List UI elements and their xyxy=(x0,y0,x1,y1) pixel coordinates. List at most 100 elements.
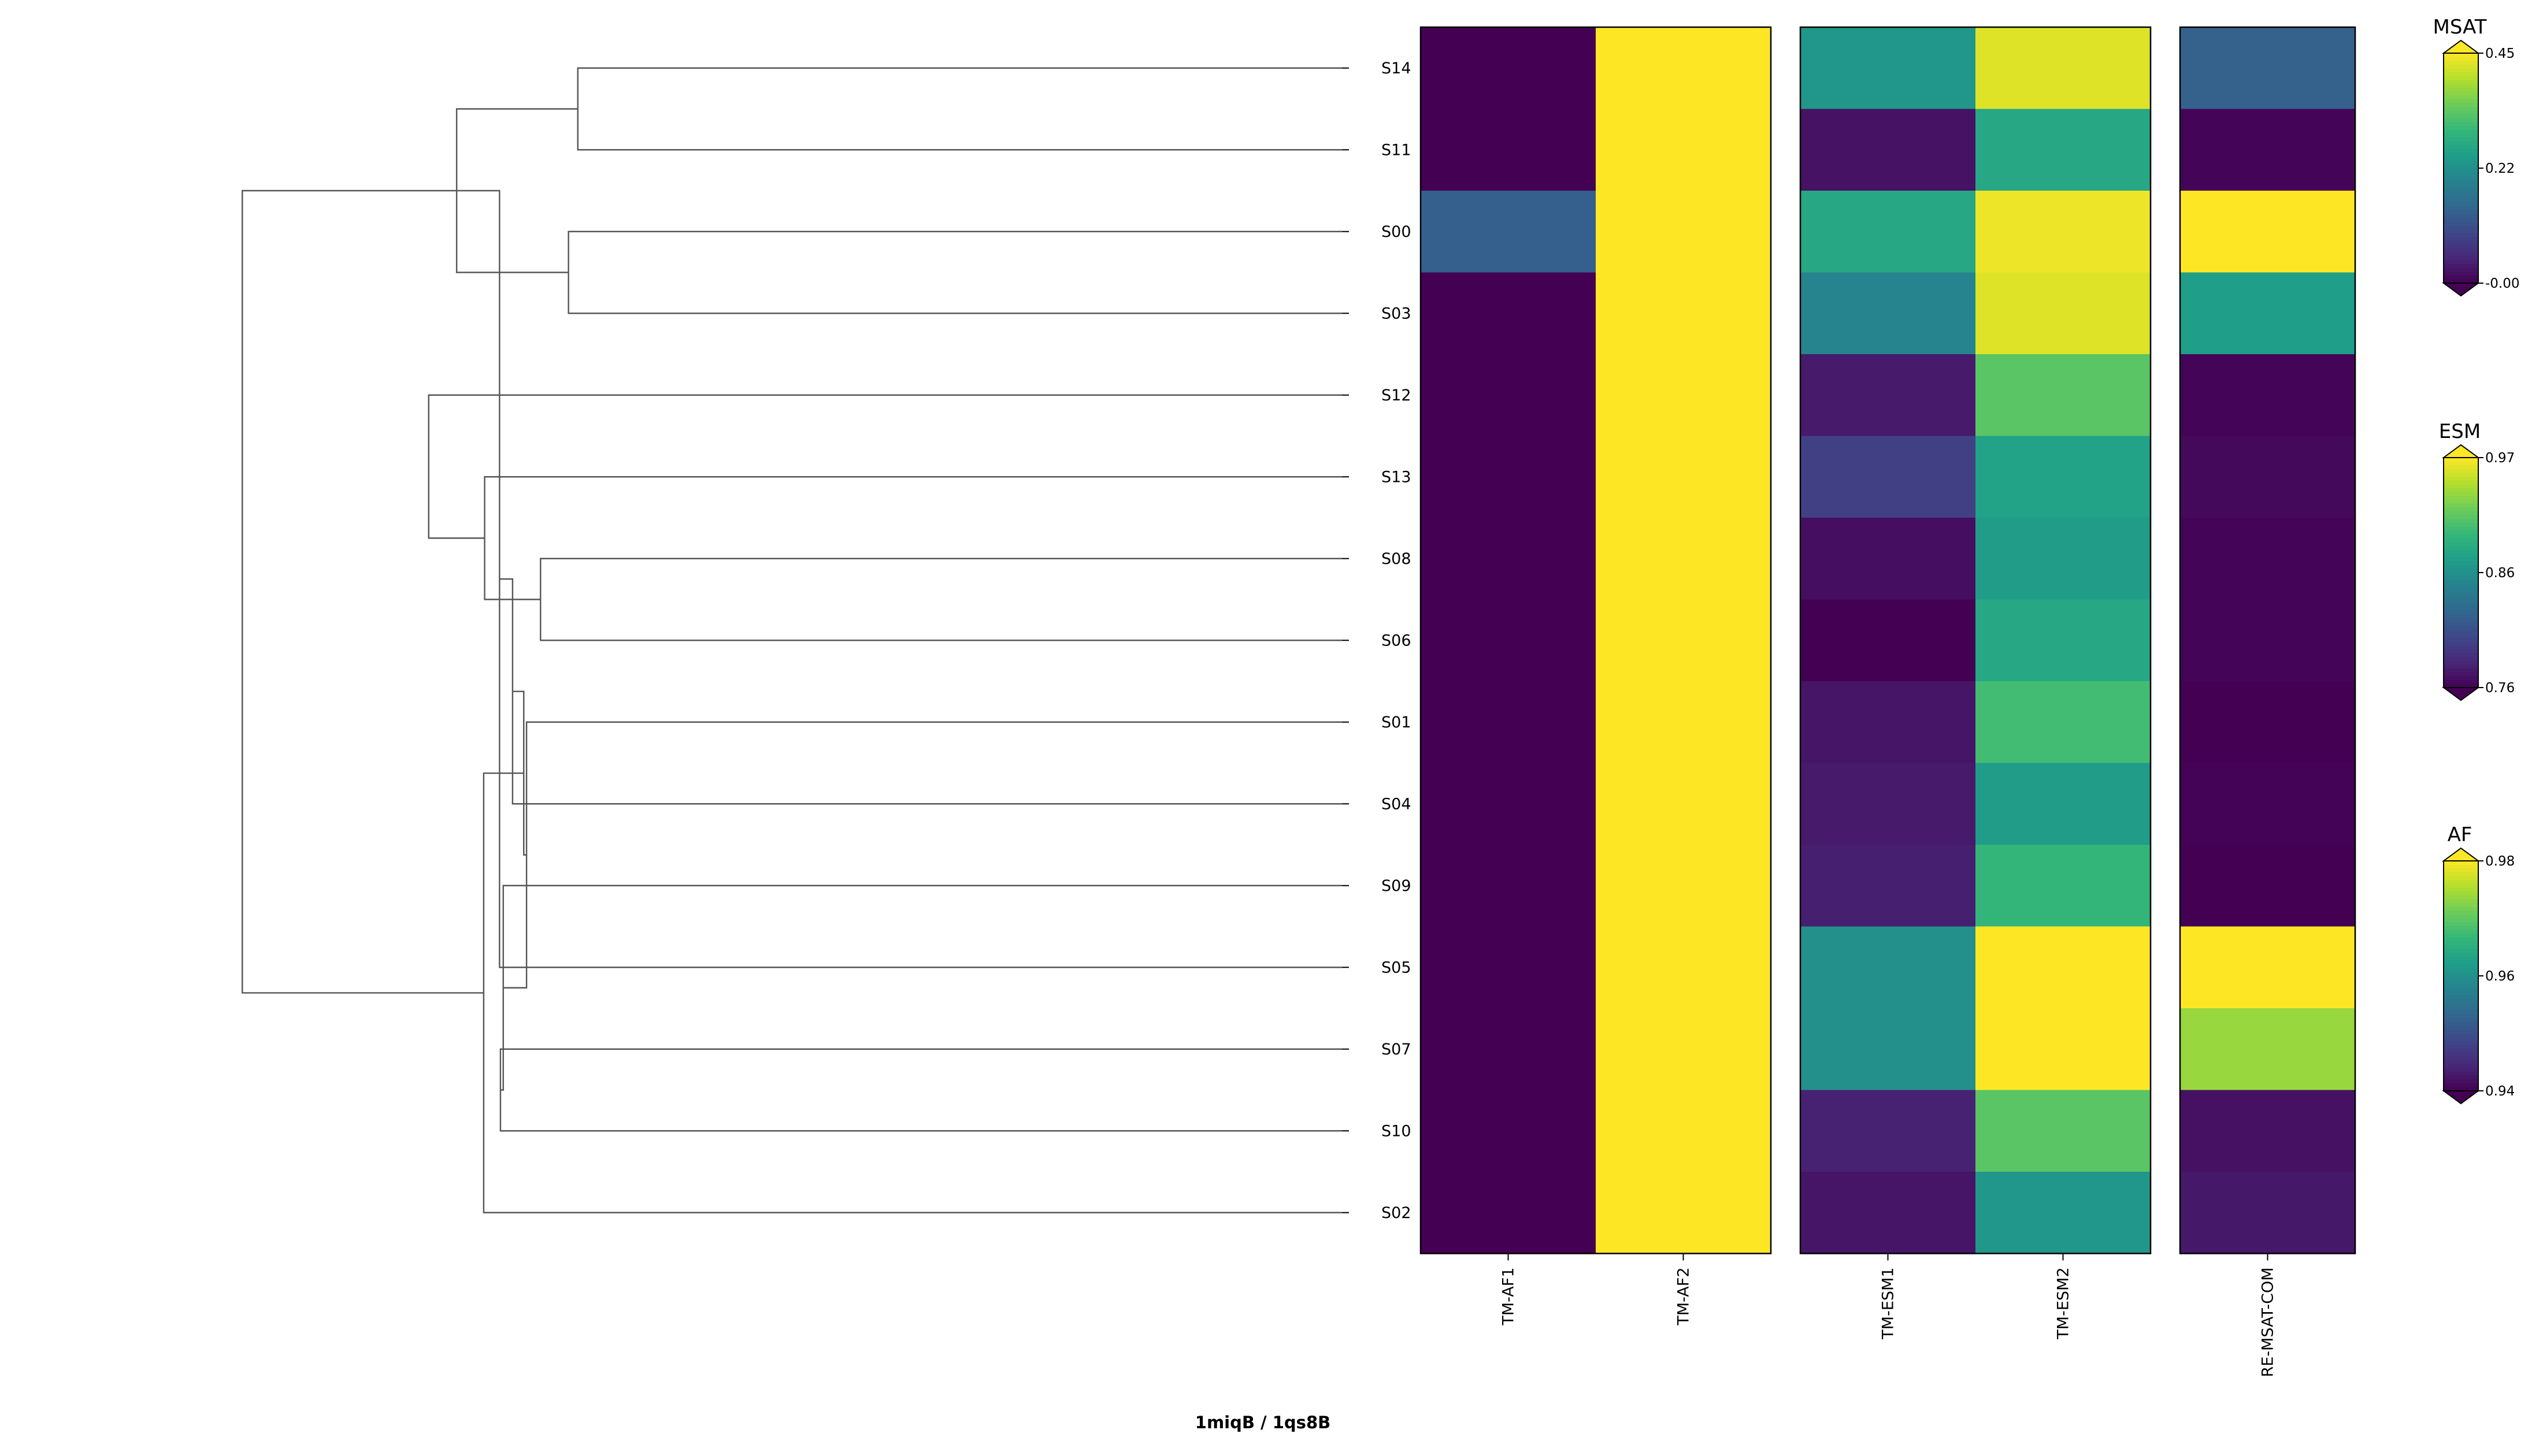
colorbar-band xyxy=(2444,1079,2478,1084)
colorbar-band xyxy=(2444,229,2478,234)
colorbar-band xyxy=(2444,137,2478,142)
colorbar-band xyxy=(2444,503,2478,508)
colorbar-band xyxy=(2444,956,2478,961)
colorbar-band xyxy=(2444,660,2478,665)
heatmap-cell xyxy=(1800,599,1976,682)
colorbar-band xyxy=(2444,172,2478,177)
colorbar-band xyxy=(2444,634,2478,638)
colorbar-band xyxy=(2444,684,2478,688)
heatmap-cell xyxy=(1800,763,1976,845)
colorbar-band xyxy=(2444,926,2478,931)
colorbar-band xyxy=(2444,861,2478,866)
dendrogram-link xyxy=(540,558,1342,641)
row-label: S12 xyxy=(1381,387,1411,404)
colorbar-band xyxy=(2444,1083,2478,1088)
colorbar-band xyxy=(2444,983,2478,988)
colorbar-band xyxy=(2444,876,2478,881)
heatmap-cell xyxy=(1800,354,1976,437)
colorbar-band xyxy=(2444,153,2478,157)
colorbar-band xyxy=(2444,637,2478,642)
row-label: S11 xyxy=(1381,141,1411,159)
heatmap-cell xyxy=(1975,1172,2151,1254)
heatmap-cell xyxy=(1421,1090,1596,1172)
colorbar-band xyxy=(2444,183,2478,188)
colorbar-band xyxy=(2444,68,2478,73)
colorbar-band xyxy=(2444,492,2478,497)
colorbar-band xyxy=(2444,496,2478,500)
colorbar-band xyxy=(2444,622,2478,627)
colorbar-band xyxy=(2444,110,2478,115)
heatmap-cell xyxy=(2180,1090,2356,1172)
heatmap-cell xyxy=(1975,109,2151,191)
colorbar-band xyxy=(2444,949,2478,953)
colorbar-band xyxy=(2444,1033,2478,1038)
colorbar-band xyxy=(2444,914,2478,919)
colorbar-band xyxy=(2444,461,2478,466)
colorbar-title: AF xyxy=(2448,823,2472,846)
heatmap-cell xyxy=(1975,599,2151,682)
colorbar-band xyxy=(2444,145,2478,150)
heatmap-cell xyxy=(2180,191,2356,273)
colorbar-band xyxy=(2444,148,2478,154)
colorbar-af: AF 0.98 0.96 0.94 xyxy=(2441,823,2515,1105)
heatmap-cell xyxy=(1421,191,1596,273)
heatmap-cell xyxy=(1800,191,1976,273)
colorbar-extend-max xyxy=(2441,847,2481,861)
heatmap-cell xyxy=(1800,1008,1976,1091)
heatmap-cell xyxy=(1975,681,2151,764)
dendrogram-link xyxy=(242,190,484,994)
colorbar-band xyxy=(2444,118,2478,123)
colorbar-title: MSAT xyxy=(2433,16,2487,39)
heatmap-cell xyxy=(1596,27,1771,110)
heatmap-cell xyxy=(1596,436,1771,518)
colorbar-band xyxy=(2444,507,2478,512)
colorbar-band xyxy=(2444,872,2478,877)
colorbar-band xyxy=(2444,191,2478,196)
heatmap-cell xyxy=(1975,518,2151,600)
heatmap-panel-frame xyxy=(1419,26,1772,1254)
colorbar-band xyxy=(2444,899,2478,904)
colorbar-band xyxy=(2444,892,2478,896)
colorbar-extend-max xyxy=(2441,39,2481,54)
colorbar-band xyxy=(2444,106,2478,112)
colorbar-band xyxy=(2444,480,2478,485)
dendrogram-link xyxy=(428,394,1342,539)
colorbar-band xyxy=(2444,1017,2478,1023)
heatmap-cell xyxy=(1975,926,2151,1009)
colorbar-band xyxy=(2444,141,2478,146)
colorbar-band xyxy=(2444,76,2478,81)
colorbar-band xyxy=(2444,522,2478,528)
row-label: S14 xyxy=(1381,60,1411,77)
colorbar-band xyxy=(2444,653,2478,658)
heatmap-cell xyxy=(1975,354,2151,437)
colorbar-band xyxy=(2444,484,2478,489)
colorbar-band xyxy=(2444,930,2478,934)
heatmap-cell xyxy=(1421,926,1596,1009)
colorbar-band xyxy=(2444,1006,2478,1011)
colorbar-band xyxy=(2444,584,2478,589)
colorbar-band xyxy=(2444,511,2478,516)
heatmap-cell xyxy=(2180,845,2356,927)
colorbar-band xyxy=(2444,168,2478,173)
colorbar-band xyxy=(2444,248,2478,253)
colorbar-band xyxy=(2444,241,2478,246)
colorbar-extend-max xyxy=(2441,444,2481,458)
colorbar-band xyxy=(2444,519,2478,523)
heatmap-cell xyxy=(2180,926,2356,1009)
colorbar-band xyxy=(2444,630,2478,634)
colorbar-esm: ESM 0.97 0.86 0.76 xyxy=(2439,420,2515,701)
colorbar-band xyxy=(2444,458,2478,462)
dendrogram-link xyxy=(483,772,1342,1213)
colorbar-band xyxy=(2444,1068,2478,1072)
colorbar-band xyxy=(2444,549,2478,554)
colorbar-band xyxy=(2444,221,2478,226)
colorbar-band xyxy=(2444,122,2478,127)
colorbar-band xyxy=(2444,1071,2478,1076)
heatmap-cell xyxy=(1421,845,1596,927)
column-label: TM-AF1 xyxy=(1500,1268,1518,1326)
colorbar-tick-label: 0.98 xyxy=(2485,854,2515,869)
row-label: S10 xyxy=(1381,1122,1411,1140)
colorbar-band xyxy=(2444,72,2478,77)
heatmap-cell xyxy=(1421,109,1596,191)
heatmap-cell xyxy=(1800,845,1976,927)
